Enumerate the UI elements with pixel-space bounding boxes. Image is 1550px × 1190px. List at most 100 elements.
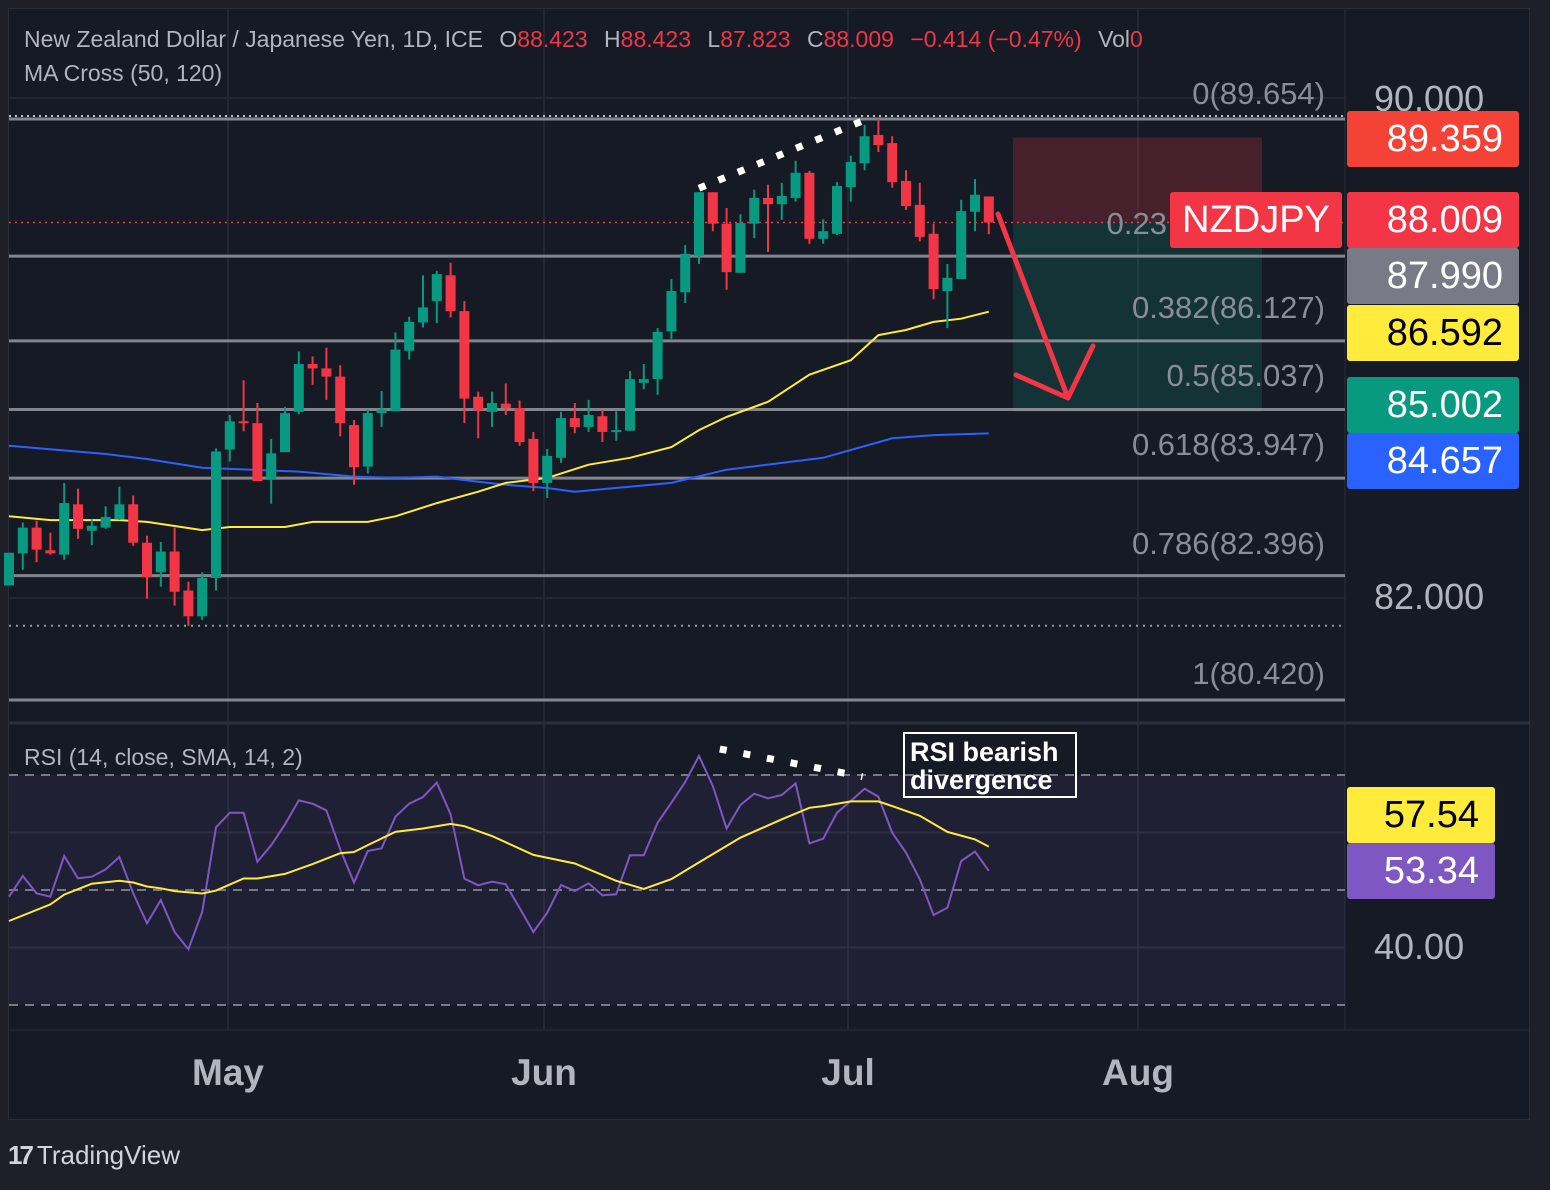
rsi-indicator-label[interactable]: RSI (14, close, SMA, 14, 2): [24, 744, 303, 770]
bullish-candle: [749, 197, 760, 224]
bullish-candle: [211, 451, 221, 578]
bullish-candle: [832, 185, 842, 234]
legend-header: New Zealand Dollar / Japanese Yen, 1D, I…: [24, 26, 1143, 53]
bearish-candle: [335, 376, 346, 424]
bullish-candle: [390, 349, 401, 412]
last-price-tag: 88.009: [1347, 192, 1519, 248]
bearish-candle: [307, 364, 318, 369]
bearish-candle: [128, 504, 139, 543]
bullish-candle: [224, 421, 235, 450]
bullish-candle: [293, 364, 304, 412]
bullish-candle: [431, 274, 442, 302]
ma-cross-indicator-label[interactable]: MA Cross (50, 120): [24, 60, 223, 86]
bearish-candle: [928, 233, 939, 290]
bullish-candle: [666, 291, 677, 332]
bearish-candle: [169, 551, 180, 592]
high-value: 88.423: [620, 26, 692, 52]
bearish-candle: [31, 527, 42, 550]
fib-label-0786: 0.786(82.396): [1131, 526, 1325, 561]
bullish-candle: [735, 223, 746, 273]
bearish-candle: [763, 197, 773, 205]
high-label: H: [604, 26, 621, 52]
bullish-candle: [956, 211, 967, 280]
bullish-candle: [859, 136, 870, 164]
bullish-candle: [583, 414, 594, 427]
bullish-candle: [4, 552, 14, 586]
target-price-tag: 85.002: [1347, 377, 1519, 433]
bullish-candle: [376, 409, 387, 414]
ma-120-line: [8, 432, 989, 493]
bullish-candle: [266, 453, 277, 480]
bearish-candle: [569, 418, 580, 427]
bearish-candle: [914, 204, 925, 237]
time-axis-label-may: May: [192, 1052, 264, 1093]
fib-label-1: 1(80.420): [1192, 656, 1325, 691]
bearish-candle: [321, 368, 332, 377]
change-value: −0.414 (−0.47%): [910, 26, 1082, 52]
bullish-candle: [776, 196, 787, 205]
bearish-candle: [349, 425, 359, 468]
bearish-candle: [142, 542, 152, 578]
position-target-zone: [1013, 222, 1262, 412]
time-axis-label-jul: Jul: [821, 1052, 875, 1093]
annotation-line: RSI bearish: [910, 737, 1059, 767]
bullish-candle: [611, 430, 622, 433]
tradingview-logo[interactable]: 17 TradingView: [8, 1140, 180, 1171]
prev-close-price-tag: 87.990: [1347, 248, 1519, 304]
rsi-value-tag: 53.34: [1347, 843, 1495, 899]
bullish-candle: [86, 525, 97, 531]
fib-label-0382: 0.382(86.127): [1131, 290, 1325, 325]
bullish-candle: [59, 503, 70, 555]
bearish-candle: [873, 134, 884, 146]
bullish-candle: [942, 277, 953, 292]
bearish-candle: [901, 180, 911, 207]
bullish-candle: [845, 162, 856, 188]
bearish-candle: [500, 403, 511, 409]
low-value: 87.823: [720, 26, 791, 52]
bearish-candle: [473, 396, 484, 411]
bullish-candle: [970, 194, 980, 212]
low-label: L: [707, 26, 721, 52]
bullish-candle: [280, 413, 290, 453]
fib-label-0: 0(89.654): [1192, 76, 1325, 111]
bullish-candle: [17, 527, 28, 554]
bullish-candle: [638, 379, 649, 383]
rsi-sma-line: [8, 800, 990, 922]
fib-label-0236: 0.23: [1106, 206, 1167, 241]
ma-fast-price-tag: 86.592: [1347, 305, 1519, 361]
bullish-candle: [487, 403, 497, 412]
time-axis-label-aug: Aug: [1102, 1052, 1174, 1093]
bearish-candle: [183, 590, 194, 617]
symbol-tag: NZDJPY: [1170, 192, 1342, 248]
bullish-candle: [418, 307, 428, 323]
bearish-candle: [252, 423, 263, 482]
time-axis-label-jun: Jun: [511, 1052, 577, 1093]
open-label: O: [499, 26, 518, 52]
rsi-line: [8, 753, 990, 952]
bullish-candle: [155, 551, 166, 573]
bullish-candle: [625, 379, 635, 431]
bearish-candle: [721, 223, 732, 273]
bullish-candle: [197, 577, 208, 617]
rsi-divergence-annotation[interactable]: RSI bearish divergence: [903, 732, 1077, 798]
bullish-candle: [100, 516, 111, 528]
bullish-candle: [556, 418, 566, 458]
bearish-candle: [459, 311, 470, 399]
close-value: 88.009: [823, 26, 894, 52]
symbol-title[interactable]: New Zealand Dollar / Japanese Yen, 1D, I…: [24, 26, 483, 52]
bullish-candle: [652, 331, 663, 380]
bearish-candle: [514, 408, 525, 443]
ma-slow-price-tag: 84.657: [1347, 433, 1519, 489]
fib-label-05: 0.5(85.037): [1166, 358, 1325, 393]
down-arrow-icon: [995, 211, 1096, 401]
rsi-divergence-line: [719, 745, 864, 781]
bullish-candle: [114, 504, 125, 520]
tradingview-logo-icon: 17: [8, 1140, 34, 1170]
bearish-candle: [238, 421, 249, 424]
bearish-candle: [73, 504, 83, 529]
bearish-candle: [983, 196, 994, 223]
close-label: C: [806, 26, 824, 52]
bearish-candle: [45, 550, 56, 554]
bullish-candle: [790, 172, 801, 198]
